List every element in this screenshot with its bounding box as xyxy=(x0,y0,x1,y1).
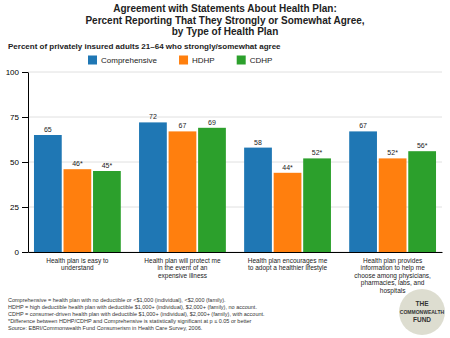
data-label: 69 xyxy=(208,119,216,126)
chart-svg: Agreement with Statements About Health P… xyxy=(0,0,450,338)
logo-text: FUND xyxy=(413,316,431,323)
x-tick: Health plan will protect mein the event … xyxy=(144,257,221,280)
data-label: 52* xyxy=(387,149,398,156)
y-tick: 0 xyxy=(15,248,28,257)
chart-container: Agreement with Statements About Health P… xyxy=(0,0,450,338)
x-tick-label-line: in the event of an xyxy=(158,264,208,271)
y-tick-mark xyxy=(22,117,28,118)
y-tick-label: 25 xyxy=(10,203,19,212)
x-tick-label: Health plan is easy tounderstand xyxy=(46,257,109,271)
x-tick-label-line: understand xyxy=(61,264,94,271)
bar xyxy=(93,171,121,252)
legend-item: HDHP xyxy=(179,56,215,65)
y-tick: 50 xyxy=(10,158,28,167)
bar xyxy=(34,135,62,252)
legend-label: Comprehensive xyxy=(101,56,158,65)
footnotes: Comprehensive = health plan with no dedu… xyxy=(8,297,265,331)
y-tick-label: 100 xyxy=(6,68,20,77)
y-tick-label: 50 xyxy=(10,158,19,167)
bar-series xyxy=(34,122,377,252)
footnote: Comprehensive = health plan with no dedu… xyxy=(8,297,226,303)
x-tick: Health plan is easy tounderstand xyxy=(46,257,109,271)
title: Agreement with Statements About Health P… xyxy=(85,3,364,37)
data-label: 56* xyxy=(417,142,428,149)
subtitle: Percent of privately insured adults 21–6… xyxy=(8,42,281,51)
y-axis-line xyxy=(28,73,29,253)
data-label: 67 xyxy=(359,122,367,129)
title-line: by Type of Health Plan xyxy=(172,26,279,37)
legend: Comprehensive HDHP CDHP xyxy=(88,56,272,65)
x-tick: Health plan encourages meto adopt a heal… xyxy=(248,257,328,272)
bar xyxy=(408,151,436,252)
data-label: 44* xyxy=(282,164,293,171)
x-tick-label-line: expensive illness xyxy=(158,272,208,280)
bar xyxy=(244,148,272,252)
data-label: 46* xyxy=(72,160,83,167)
legend-label: HDHP xyxy=(192,56,215,65)
y-tick-mark xyxy=(22,72,28,73)
legend-item: Comprehensive xyxy=(88,56,158,65)
bar-series xyxy=(93,128,436,252)
x-tick-label-line: hospitals xyxy=(380,287,406,295)
bar xyxy=(303,158,331,252)
logo-text: COMMONWEALTH xyxy=(400,309,445,315)
legend-swatch xyxy=(179,56,188,65)
y-tick-label: 0 xyxy=(15,248,20,257)
legend-item: CDHP xyxy=(237,56,273,65)
y-tick-mark xyxy=(22,162,28,163)
x-tick-label-line: to adopt a healthier lifestyle xyxy=(248,264,328,272)
legend-label: CDHP xyxy=(250,56,273,65)
data-label: 58 xyxy=(254,139,262,146)
x-tick: Health plan providesinformation to help … xyxy=(354,257,431,295)
footnote: Source: EBRI/Commonwealth Fund Consumeri… xyxy=(8,325,203,331)
bar xyxy=(379,158,407,252)
grid xyxy=(28,72,442,252)
legend-swatch xyxy=(237,56,246,65)
title-line: Percent Reporting That They Strongly or … xyxy=(85,15,364,26)
data-label: 45* xyxy=(102,162,113,169)
x-tick-label: Health plan providesinformation to help … xyxy=(354,257,431,295)
bars xyxy=(34,122,436,252)
bar xyxy=(198,128,226,252)
x-tick-label: Health plan encourages meto adopt a heal… xyxy=(248,257,328,272)
data-label: 65 xyxy=(44,126,52,133)
data-label: 72 xyxy=(149,113,157,120)
bar xyxy=(64,169,92,252)
data-labels: 65 72 58 67 46* 67 44* 52* 45* 69 52* 56* xyxy=(44,113,428,170)
grid-line xyxy=(28,117,442,118)
y-tick-mark xyxy=(22,252,28,253)
grid-line xyxy=(28,72,442,73)
data-label: 52* xyxy=(312,149,323,156)
y-axis: 0 25 50 75 100 xyxy=(6,68,29,257)
x-axis: Health plan is easy tounderstand Health p… xyxy=(29,253,443,295)
y-tick: 75 xyxy=(10,113,28,122)
logo: THE COMMONWEALTHFUND xyxy=(399,289,445,335)
data-label: 67 xyxy=(179,122,187,129)
x-tick-label: Health plan will protect mein the event … xyxy=(144,257,221,280)
logo-circle xyxy=(399,289,445,335)
bar xyxy=(274,173,302,252)
bar xyxy=(139,122,167,252)
footnote: HDHP = high deductible health plan with … xyxy=(8,304,257,310)
bar xyxy=(349,131,377,252)
y-tick-label: 75 xyxy=(10,113,19,122)
y-tick-mark xyxy=(22,207,28,208)
footnote: CDHP = consumer-driven health plan with … xyxy=(8,311,265,317)
y-tick: 100 xyxy=(6,68,28,77)
logo-text: THE xyxy=(416,300,430,307)
title-line: Agreement with Statements About Health P… xyxy=(113,3,337,14)
bar-series xyxy=(64,131,407,252)
y-tick: 25 xyxy=(10,203,28,212)
x-axis-line xyxy=(29,252,443,253)
bar xyxy=(169,131,197,252)
footnote: *Difference between HDHP/CDHP and Compre… xyxy=(8,318,252,324)
legend-swatch xyxy=(88,56,97,65)
